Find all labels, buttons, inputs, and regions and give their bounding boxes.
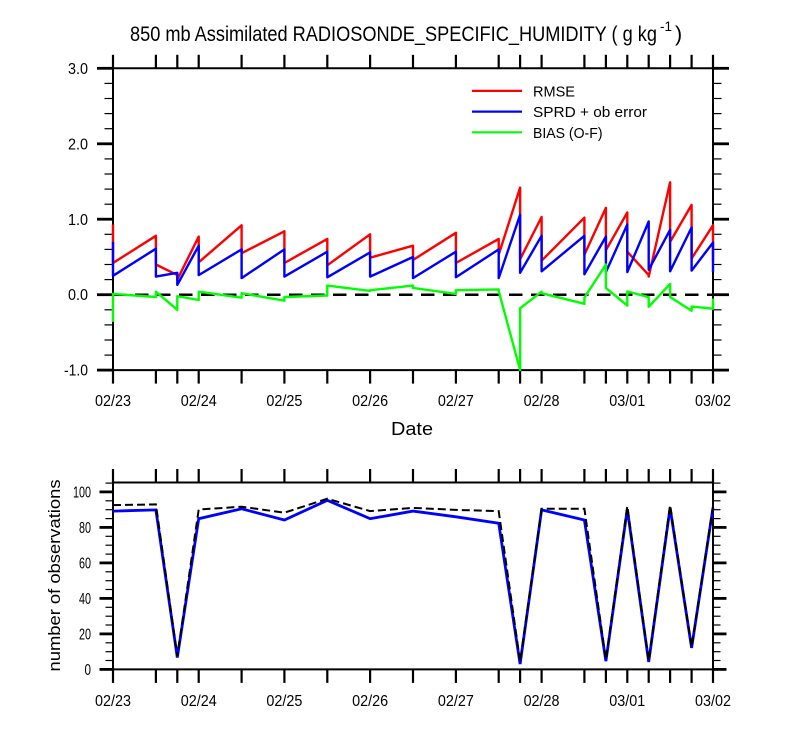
- svg-text:80: 80: [79, 520, 91, 537]
- svg-text:03/02: 03/02: [695, 393, 731, 410]
- svg-text:60: 60: [79, 555, 91, 572]
- svg-text:-1.0: -1.0: [64, 363, 88, 380]
- svg-text:3.0: 3.0: [68, 61, 88, 78]
- svg-text:850 mb Assimilated RADIOSONDE_: 850 mb Assimilated RADIOSONDE_SPECIFIC_H…: [130, 22, 657, 46]
- svg-text:40: 40: [79, 591, 91, 608]
- svg-text:1.0: 1.0: [68, 212, 88, 229]
- svg-text:BIAS (O-F): BIAS (O-F): [533, 125, 603, 142]
- svg-text:02/24: 02/24: [181, 693, 217, 710]
- svg-text:number of observations: number of observations: [45, 480, 64, 672]
- svg-text:): ): [675, 22, 682, 46]
- svg-text:02/26: 02/26: [352, 393, 388, 410]
- svg-text:02/27: 02/27: [438, 693, 474, 710]
- svg-text:03/01: 03/01: [609, 693, 645, 710]
- svg-text:03/01: 03/01: [609, 393, 645, 410]
- svg-text:02/25: 02/25: [266, 693, 302, 710]
- svg-text:SPRD + ob error: SPRD + ob error: [533, 104, 647, 121]
- svg-text:20: 20: [79, 626, 91, 643]
- svg-text:-1: -1: [660, 18, 672, 34]
- svg-text:03/02: 03/02: [695, 693, 731, 710]
- svg-text:RMSE: RMSE: [533, 83, 575, 100]
- svg-text:02/28: 02/28: [524, 393, 560, 410]
- svg-text:02/28: 02/28: [524, 693, 560, 710]
- svg-text:02/26: 02/26: [352, 693, 388, 710]
- svg-text:02/25: 02/25: [266, 393, 302, 410]
- svg-text:Date: Date: [391, 418, 433, 439]
- svg-text:100: 100: [73, 484, 91, 501]
- svg-text:02/23: 02/23: [95, 693, 131, 710]
- svg-text:02/24: 02/24: [181, 393, 217, 410]
- svg-text:2.0: 2.0: [68, 136, 88, 153]
- svg-text:0.0: 0.0: [68, 287, 88, 304]
- svg-text:0: 0: [85, 662, 92, 679]
- svg-text:02/27: 02/27: [438, 393, 474, 410]
- svg-text:02/23: 02/23: [95, 393, 131, 410]
